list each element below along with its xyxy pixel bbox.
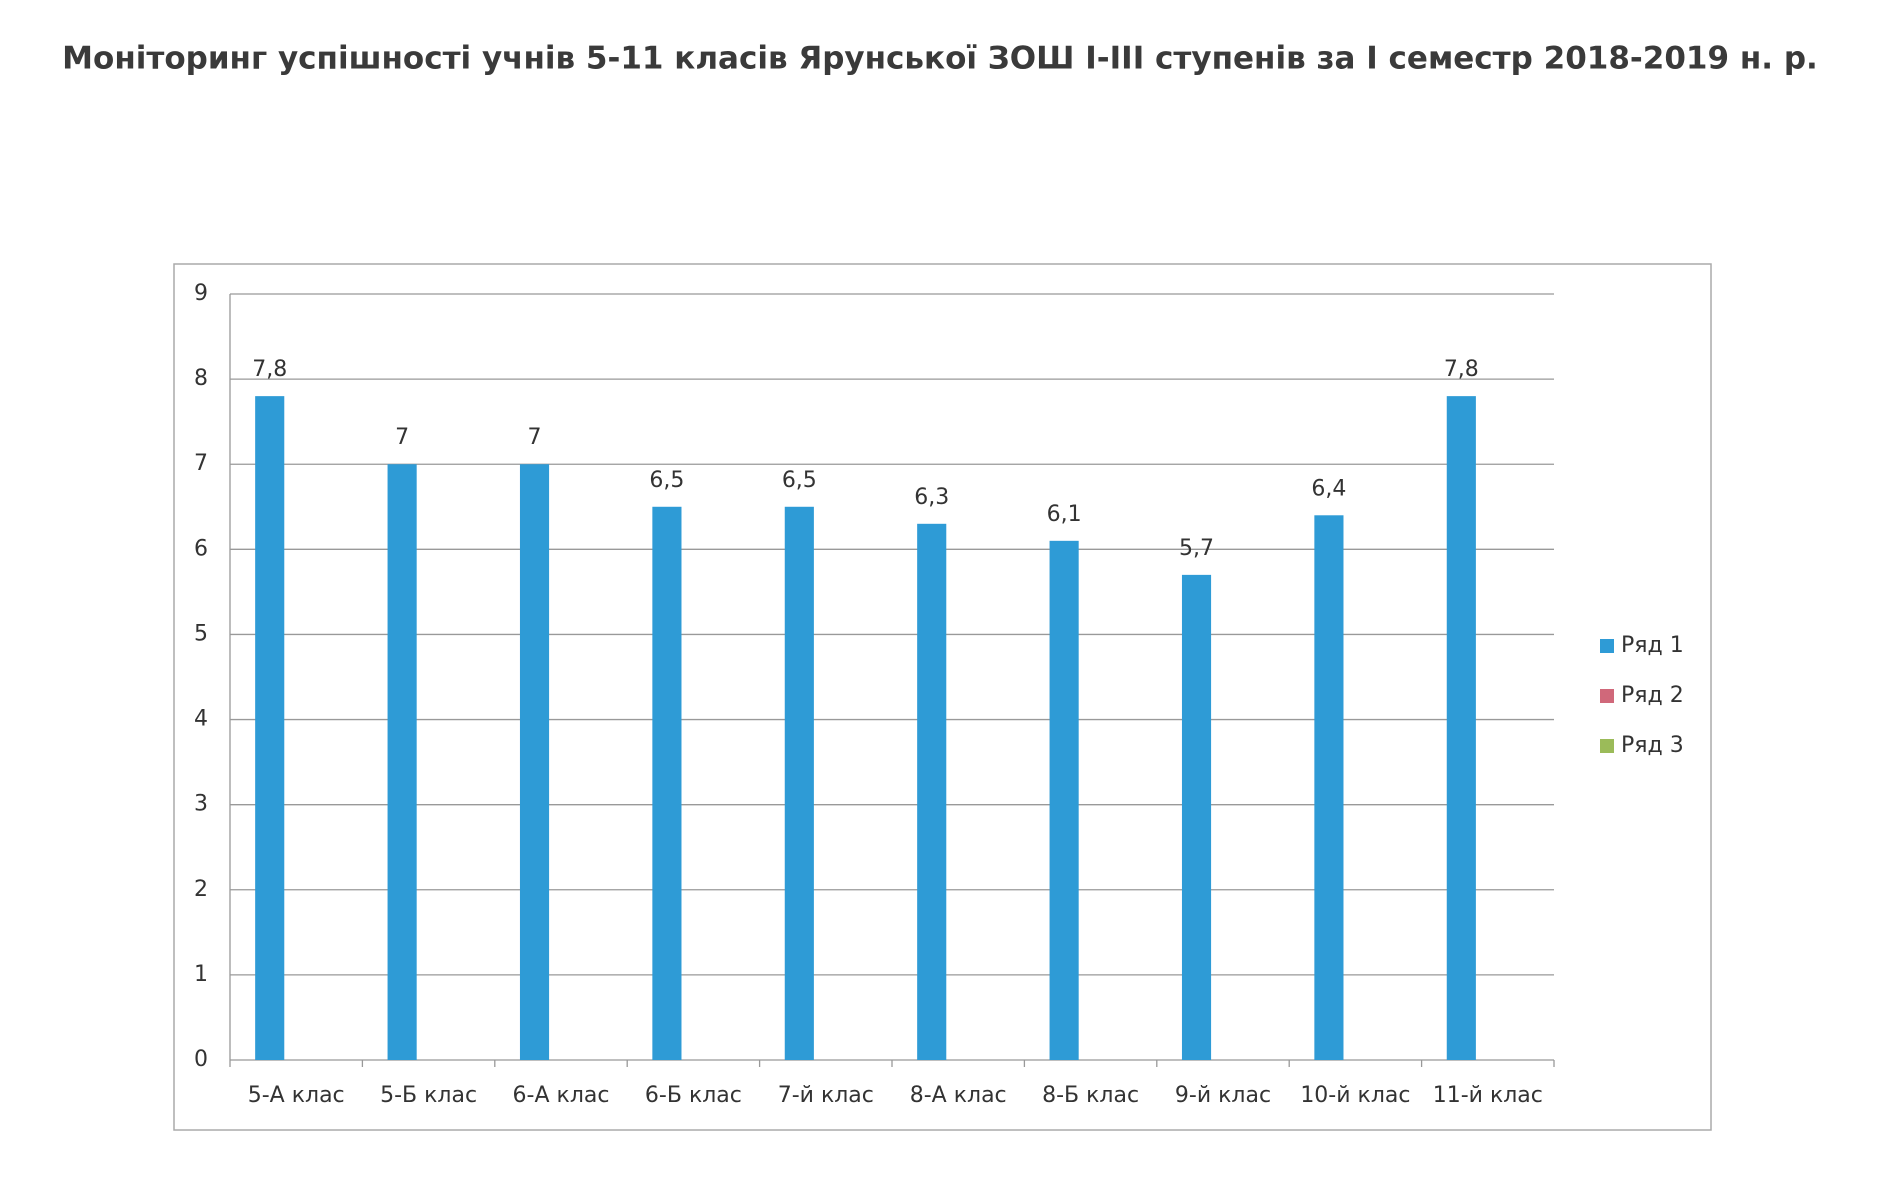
legend-swatch [1600, 689, 1614, 703]
bar [917, 523, 947, 1060]
y-tick-label: 9 [194, 281, 208, 306]
x-tick-label: 9-й клас [1175, 1083, 1271, 1108]
x-tick-label: 11-й клас [1433, 1083, 1543, 1108]
y-tick-label: 6 [194, 536, 208, 561]
legend-swatch [1600, 639, 1614, 653]
data-label: 6,5 [782, 468, 817, 493]
data-label: 7,8 [252, 357, 287, 382]
y-tick-label: 4 [194, 707, 208, 732]
legend-label: Ряд 3 [1621, 733, 1684, 758]
bar [1446, 396, 1476, 1061]
bar [784, 506, 814, 1060]
bar [652, 506, 682, 1060]
x-tick-label: 5-А клас [248, 1083, 345, 1108]
legend-label: Ряд 2 [1621, 683, 1684, 708]
bar [387, 464, 417, 1060]
legend-label: Ряд 1 [1621, 633, 1684, 658]
y-tick-label: 5 [194, 621, 208, 646]
x-tick-label: 7-й клас [778, 1083, 874, 1108]
bar [255, 396, 285, 1061]
y-tick-label: 0 [194, 1047, 208, 1072]
y-tick-label: 1 [194, 962, 208, 987]
x-tick-label: 5-Б клас [380, 1083, 477, 1108]
data-label: 7,8 [1444, 357, 1479, 382]
chart-title: Моніторинг успішності учнів 5-11 класів … [62, 41, 1818, 77]
chart-frame [173, 263, 1712, 1131]
data-label: 6,5 [649, 468, 684, 493]
data-label: 7 [528, 425, 542, 450]
y-tick-label: 8 [194, 366, 208, 391]
bar [1314, 515, 1344, 1060]
data-label: 6,1 [1047, 502, 1082, 527]
x-tick-label: 8-А клас [910, 1083, 1007, 1108]
x-tick-label: 8-Б клас [1042, 1083, 1139, 1108]
bar [519, 464, 550, 1060]
x-tick-label: 6-Б клас [645, 1083, 742, 1108]
data-label: 6,3 [914, 485, 949, 510]
bar [1181, 574, 1212, 1060]
legend-swatch [1600, 739, 1614, 753]
data-label: 6,4 [1311, 476, 1346, 501]
y-tick-label: 3 [194, 792, 208, 817]
y-tick-label: 2 [194, 877, 208, 902]
data-label: 7 [395, 425, 409, 450]
x-tick-label: 10-й клас [1300, 1083, 1410, 1108]
x-tick-label: 6-А клас [513, 1083, 610, 1108]
y-tick-label: 7 [194, 451, 208, 476]
bar [1049, 540, 1079, 1060]
data-label: 5,7 [1179, 536, 1214, 561]
